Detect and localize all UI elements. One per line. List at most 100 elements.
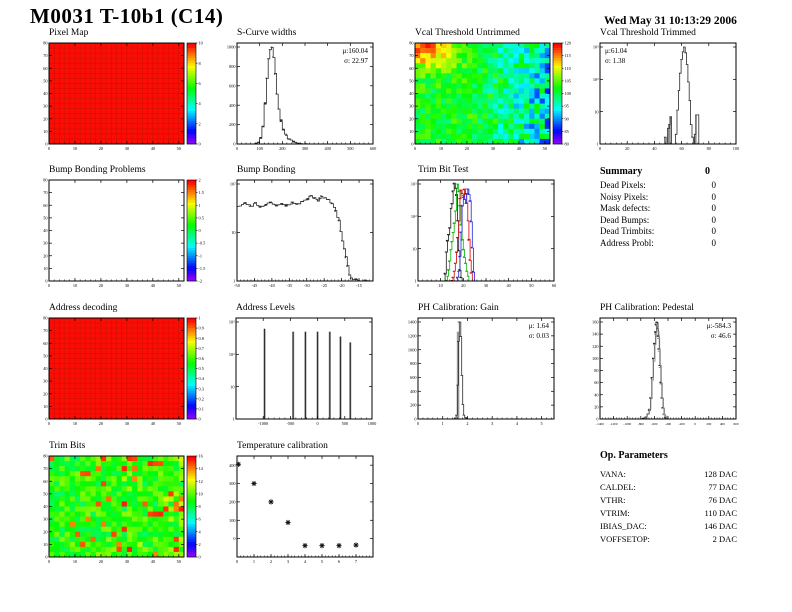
svg-text:8: 8 bbox=[199, 61, 201, 66]
svg-text:50: 50 bbox=[543, 146, 547, 151]
summary-row-value: 0 bbox=[711, 214, 717, 225]
svg-text:80: 80 bbox=[43, 454, 47, 459]
op-parameter-row: VANA: 128 DAC bbox=[600, 468, 737, 481]
bump-bonding-title: Bump Bonding bbox=[237, 165, 296, 175]
svg-text:12: 12 bbox=[199, 479, 203, 484]
svg-text:0.6: 0.6 bbox=[199, 356, 205, 361]
summary-row-label: Noisy Pixels: bbox=[600, 191, 649, 202]
svg-text:0: 0 bbox=[236, 559, 238, 564]
summary-row-label: Dead Trimbits: bbox=[600, 226, 655, 236]
svg-text:400: 400 bbox=[324, 146, 330, 151]
svg-text:10: 10 bbox=[73, 421, 77, 426]
summary-row: Mask defects: 0 bbox=[600, 203, 716, 215]
svg-text:600: 600 bbox=[733, 422, 738, 426]
svg-text:0: 0 bbox=[45, 279, 47, 284]
svg-text:200: 200 bbox=[279, 146, 285, 151]
svg-text:0: 0 bbox=[233, 142, 235, 147]
svg-text:80: 80 bbox=[565, 142, 569, 147]
svg-text:400: 400 bbox=[410, 389, 416, 394]
svg-text:1400: 1400 bbox=[408, 320, 417, 325]
svg-text:16: 16 bbox=[199, 454, 204, 459]
svg-text:10: 10 bbox=[73, 559, 77, 564]
bump-problems-plot: 0 10 20 30 40 50 0 10 20 30 40 50 60 70 80 2 1.5 1 0.5 0 -0.… bbox=[35, 176, 213, 293]
svg-text:30: 30 bbox=[491, 146, 495, 151]
bump-bonding-panel: Bump Bonding -50 -45 -40 -35 -30 -25 -20 -15 1 10… bbox=[223, 164, 379, 293]
temp-calibration-title: Temperature calibration bbox=[237, 441, 328, 451]
svg-text:30: 30 bbox=[125, 421, 129, 426]
svg-text:200: 200 bbox=[229, 122, 235, 127]
svg-text:3: 3 bbox=[491, 421, 493, 426]
svg-text:115: 115 bbox=[565, 53, 571, 58]
ph-pedestal-plot: -1400 -1200 -1000 -800 -600 -400 -200 0 200 400 60… bbox=[586, 314, 742, 431]
svg-text:80: 80 bbox=[43, 316, 47, 321]
svg-text:0: 0 bbox=[48, 559, 50, 564]
svg-text:0: 0 bbox=[599, 146, 601, 151]
svg-text:0: 0 bbox=[694, 422, 696, 426]
svg-text:120: 120 bbox=[565, 41, 571, 46]
svg-text:95: 95 bbox=[565, 104, 569, 109]
address-decoding-title: Address decoding bbox=[49, 303, 118, 313]
svg-text:2: 2 bbox=[270, 559, 272, 564]
svg-text:10: 10 bbox=[73, 146, 77, 151]
svg-text:100: 100 bbox=[565, 91, 571, 96]
svg-text:30: 30 bbox=[409, 104, 413, 109]
address-levels-panel: Address Levels -1000 -500 0 500 1000 1 10 10² 10… bbox=[222, 302, 378, 431]
svg-text:0.4: 0.4 bbox=[199, 376, 205, 381]
svg-text:0: 0 bbox=[45, 417, 47, 422]
vcal-untrimmed-title: Vcal Threshold Untrimmed bbox=[415, 28, 520, 38]
svg-text:-45: -45 bbox=[252, 283, 258, 288]
svg-text:60: 60 bbox=[43, 479, 47, 484]
svg-text:40: 40 bbox=[507, 283, 511, 288]
summary-row: Noisy Pixels: 0 bbox=[600, 192, 716, 204]
svg-text:30: 30 bbox=[43, 517, 47, 522]
vcal-untrimmed-panel: Vcal Threshold Untrimmed 0 10 20 30 40 50 0 10 2… bbox=[401, 27, 579, 156]
svg-text:0: 0 bbox=[411, 142, 413, 147]
svg-text:70: 70 bbox=[43, 328, 47, 333]
svg-text:10²: 10² bbox=[411, 214, 417, 219]
svg-text:0.5: 0.5 bbox=[199, 366, 204, 371]
svg-text:20: 20 bbox=[99, 283, 103, 288]
svg-text:1: 1 bbox=[199, 203, 201, 208]
svg-text:10²: 10² bbox=[230, 182, 236, 187]
svg-text:μ:61.04: μ:61.04 bbox=[605, 47, 627, 55]
svg-text:40: 40 bbox=[151, 146, 155, 151]
svg-text:10: 10 bbox=[199, 491, 203, 496]
svg-text:10²: 10² bbox=[229, 352, 235, 357]
svg-text:20: 20 bbox=[594, 404, 598, 409]
svg-text:-1.5: -1.5 bbox=[199, 266, 206, 271]
svg-text:0.9: 0.9 bbox=[199, 326, 204, 331]
svg-text:0.5: 0.5 bbox=[199, 215, 204, 220]
svg-text:2: 2 bbox=[466, 421, 468, 426]
summary-row: Dead Pixels: 0 bbox=[600, 180, 716, 192]
svg-text:2: 2 bbox=[199, 178, 201, 183]
op-parameters-panel: Op. Parameters VANA: 128 DAC CALDEL: 77 DA… bbox=[600, 450, 737, 546]
op-parameter-row: IBIAS_DAC: 146 DAC bbox=[600, 520, 737, 533]
svg-text:20: 20 bbox=[99, 146, 103, 151]
svg-text:0.3: 0.3 bbox=[199, 386, 204, 391]
svg-text:0: 0 bbox=[596, 417, 598, 422]
svg-text:σ: 46.6: σ: 46.6 bbox=[711, 332, 732, 340]
scurve-widths-title: S-Curve widths bbox=[237, 28, 297, 38]
svg-text:σ: 22.97: σ: 22.97 bbox=[344, 57, 368, 65]
svg-text:-30: -30 bbox=[304, 283, 310, 288]
svg-text:80: 80 bbox=[409, 41, 413, 46]
svg-text:μ:-584.3: μ:-584.3 bbox=[707, 322, 732, 330]
svg-text:10: 10 bbox=[412, 246, 416, 251]
svg-text:-1000: -1000 bbox=[258, 421, 268, 426]
svg-text:1: 1 bbox=[596, 142, 598, 147]
svg-text:40: 40 bbox=[594, 392, 598, 397]
svg-text:105: 105 bbox=[565, 78, 571, 83]
svg-text:1: 1 bbox=[233, 279, 235, 284]
svg-text:110: 110 bbox=[565, 66, 571, 71]
svg-text:10: 10 bbox=[199, 41, 203, 46]
svg-text:σ: 0.03: σ: 0.03 bbox=[529, 332, 550, 340]
svg-text:0: 0 bbox=[199, 142, 201, 147]
svg-text:0.8: 0.8 bbox=[199, 336, 204, 341]
trim-bits-panel: Trim Bits 0 10 20 30 40 50 0 10 20 30 40 50 60 70 80 16… bbox=[35, 440, 213, 569]
svg-text:10: 10 bbox=[43, 404, 47, 409]
svg-text:60: 60 bbox=[409, 66, 413, 71]
svg-text:1: 1 bbox=[199, 316, 201, 321]
svg-text:-200: -200 bbox=[678, 422, 685, 426]
svg-text:2: 2 bbox=[199, 121, 201, 126]
svg-text:-1400: -1400 bbox=[596, 422, 604, 426]
